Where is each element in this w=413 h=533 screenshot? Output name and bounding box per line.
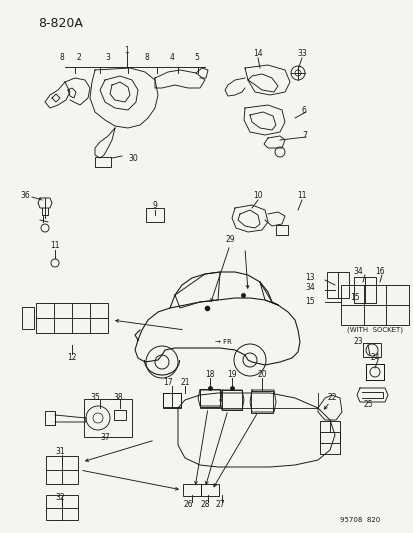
- Bar: [353, 277, 375, 303]
- Bar: [275, 225, 287, 235]
- Bar: [36, 303, 108, 333]
- Bar: [326, 272, 348, 298]
- Text: 8-820A: 8-820A: [38, 17, 83, 30]
- Text: 11: 11: [297, 190, 306, 199]
- Text: 25: 25: [362, 400, 372, 409]
- Text: 38: 38: [113, 393, 123, 402]
- Text: 5: 5: [194, 52, 199, 61]
- Text: 31: 31: [55, 448, 65, 456]
- Text: → FR: → FR: [214, 339, 231, 345]
- Text: 23: 23: [352, 337, 362, 346]
- Bar: [199, 389, 219, 407]
- Text: 26: 26: [183, 500, 192, 510]
- Bar: [114, 410, 126, 420]
- Text: 22: 22: [326, 393, 336, 402]
- Text: 2: 2: [76, 52, 81, 61]
- Bar: [46, 496, 78, 521]
- Bar: [365, 364, 383, 380]
- Text: 8: 8: [59, 52, 64, 61]
- Text: 35: 35: [90, 393, 100, 402]
- Text: 24: 24: [369, 353, 379, 362]
- Text: 10: 10: [253, 190, 262, 199]
- Bar: [84, 399, 132, 437]
- Bar: [250, 391, 272, 413]
- Text: 21: 21: [180, 378, 189, 387]
- Bar: [22, 307, 34, 329]
- Text: 13: 13: [304, 273, 314, 282]
- Bar: [183, 484, 201, 496]
- Bar: [340, 285, 408, 325]
- Text: 28: 28: [200, 500, 209, 510]
- Text: 20: 20: [256, 370, 266, 379]
- Text: 18: 18: [205, 370, 214, 379]
- Text: 95708  820: 95708 820: [339, 517, 379, 523]
- Text: 32: 32: [55, 494, 65, 503]
- Text: 19: 19: [227, 370, 236, 379]
- Text: 15: 15: [304, 297, 314, 306]
- Text: 7: 7: [301, 131, 306, 140]
- Text: 8: 8: [144, 52, 149, 61]
- Text: 3: 3: [105, 52, 110, 61]
- Text: 12: 12: [67, 353, 76, 362]
- Text: 15: 15: [349, 294, 359, 303]
- Text: 34: 34: [352, 268, 362, 277]
- Text: 27: 27: [215, 500, 224, 510]
- Bar: [45, 411, 55, 425]
- Bar: [163, 393, 180, 407]
- Text: 33: 33: [297, 49, 306, 58]
- Text: (WITH  SOCKET): (WITH SOCKET): [346, 327, 402, 333]
- Text: 17: 17: [163, 378, 172, 387]
- Bar: [221, 390, 242, 410]
- Text: 9: 9: [152, 200, 157, 209]
- Bar: [319, 421, 339, 443]
- Text: 36: 36: [20, 190, 30, 199]
- Text: 11: 11: [50, 240, 59, 249]
- Text: 34: 34: [304, 284, 314, 293]
- Bar: [146, 208, 164, 222]
- Text: 14: 14: [253, 49, 262, 58]
- Text: 1: 1: [124, 45, 129, 54]
- Text: 6: 6: [301, 106, 306, 115]
- Bar: [362, 343, 380, 357]
- Bar: [95, 157, 111, 167]
- Bar: [46, 456, 78, 484]
- Text: 37: 37: [100, 433, 109, 442]
- Bar: [201, 484, 218, 496]
- Text: 16: 16: [374, 268, 384, 277]
- Text: 4: 4: [169, 52, 174, 61]
- Text: 29: 29: [225, 236, 234, 245]
- Text: 30: 30: [128, 154, 138, 163]
